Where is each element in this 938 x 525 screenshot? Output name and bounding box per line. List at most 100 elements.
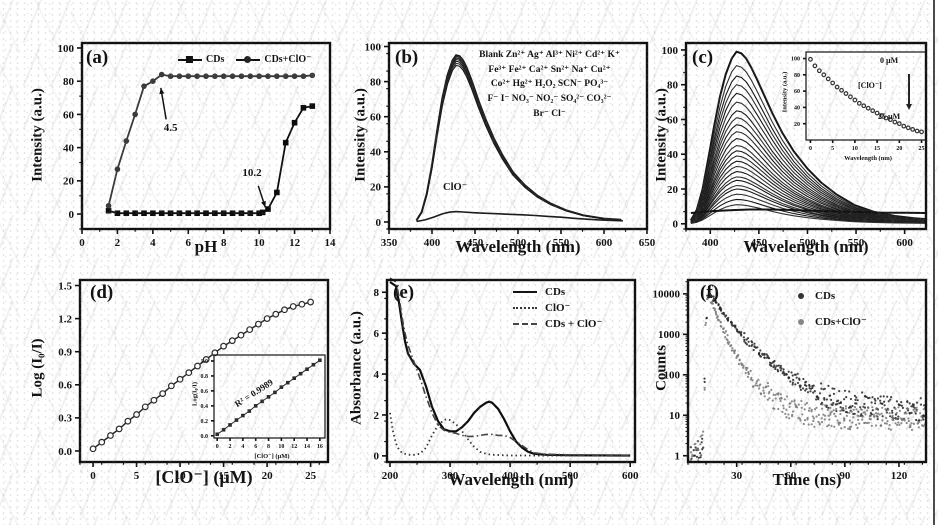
plot-frame <box>78 278 330 464</box>
x-tick-label: 500 <box>799 237 816 249</box>
panel-b-x-axis-label: Wavelength (nm) <box>455 237 581 256</box>
legend-item-cds: CDs <box>178 54 224 65</box>
legend-label-cds-plus-clo: CDs + ClO⁻ <box>545 318 603 330</box>
panel-f: 30 60 90 120 1 10 100 1000 10000 (f) Time (ns) C… <box>648 268 936 522</box>
legend-label-cds: CDs <box>815 290 836 302</box>
y-tick-label: 40 <box>794 106 800 112</box>
y-tick-label: 40 <box>63 142 75 154</box>
plot-frame <box>805 51 927 141</box>
y-tick-label: 20 <box>63 176 75 188</box>
y-tick-label: 40 <box>667 149 679 161</box>
panel-c-inset: 0 5 10 15 20 25 20 40 60 80 100 Wavelength (nm) In… <box>776 48 930 162</box>
x-tick-label: 10 <box>852 146 858 152</box>
series-ClO⁻ <box>389 412 631 457</box>
y-tick-label: 60 <box>63 109 75 121</box>
legend-item-cds-clo: CDs+ClO⁻ <box>798 315 867 328</box>
panel-f-x-axis-label: Time (ns) <box>772 470 842 489</box>
y-tick-label: 0.0 <box>201 434 209 440</box>
bundle-curve-6 <box>416 64 622 221</box>
panel-c-inset-plot: 0 5 10 15 20 25 20 40 60 80 100 <box>791 51 927 152</box>
panel-b-tag: (b) <box>395 47 419 68</box>
y-tick-label: 10000 <box>653 289 681 301</box>
panel-a-legend: CDs CDs+ClO⁻ <box>178 54 311 65</box>
y-tick-label: 1 <box>675 451 681 463</box>
x-tick-label: 12 <box>291 444 297 450</box>
panel-f-legend: CDs CDs+ClO⁻ <box>798 290 867 328</box>
y-tick-label: 0 <box>69 209 75 221</box>
panel-d-tag: (d) <box>90 282 114 303</box>
panel-b-ion-list: Blank Zn²⁺ Ag⁺ Al³⁺ Ni²⁺ Cd²⁺ K⁺ Fe³⁺ Fe… <box>447 48 652 122</box>
panel-e-y-axis-label: Absorbance (a.u.) <box>348 311 365 425</box>
x-tick-label: 120 <box>891 470 908 482</box>
y-tick-label: 10 <box>669 410 681 422</box>
x-tick-label: 2 <box>115 237 121 249</box>
y-tick-label: 1.2 <box>58 313 72 325</box>
panel-c-x-axis-label: Wavelength (nm) <box>743 237 869 256</box>
bundle-curve-3 <box>690 84 927 222</box>
panel-e: 200 300 400 500 600 0 2 4 6 8 (e) Wavelength (nm)… <box>345 268 660 522</box>
legend-label-cds: CDs <box>545 286 566 298</box>
y-tick-label: 8 <box>374 287 380 299</box>
solid-line-icon <box>513 291 537 293</box>
panel-a-tag: (a) <box>86 47 109 68</box>
ion-list-line-4: F⁻ I⁻ NO₃⁻ NO₂⁻ SO₄²⁻ CO₃²⁻ <box>487 94 612 105</box>
x-tick-label: 4 <box>150 237 156 249</box>
x-tick-label: 25 <box>919 146 925 152</box>
ion-list-line-5: Br⁻ Cl⁻ <box>533 108 566 119</box>
annotation-10.2: 10.2 <box>242 167 262 179</box>
panel-d-y-axis-label: Log (I₀/I) <box>29 338 46 398</box>
down-arrow-icon <box>905 74 912 110</box>
page-edge-line <box>933 0 935 525</box>
x-tick-label: 600 <box>596 237 613 249</box>
x-tick-label: 15 <box>874 146 880 152</box>
arrowhead-icon <box>159 87 165 95</box>
panel-c-tag: (c) <box>692 47 714 68</box>
y-tick-label: 80 <box>794 73 800 79</box>
bundle-curve-4 <box>690 92 927 222</box>
bundle-curve-11 <box>690 145 927 223</box>
x-tick-label: 60 <box>785 470 797 482</box>
legend-item-cds-clo: CDs+ClO⁻ <box>236 54 311 65</box>
bundle-curve-0 <box>690 50 927 221</box>
bundle-curve-18 <box>690 179 927 224</box>
x-tick-label: 500 <box>510 237 527 249</box>
y-tick-label: 1.0 <box>201 359 209 365</box>
y-tick-label: 0 <box>374 451 380 463</box>
y-tick-label: 100 <box>58 43 75 55</box>
x-tick-label: 10 <box>254 237 266 249</box>
panel-e-tag: (e) <box>393 282 415 303</box>
panel-c-y-axis-label: Intensity (a.u.) <box>653 88 670 182</box>
bundle-curve-13 <box>690 155 927 223</box>
x-tick-label: 14 <box>325 237 337 249</box>
y-tick-label: 100 <box>791 57 800 63</box>
legend-item-cds-plus-clo: CDs + ClO⁻ <box>513 317 602 330</box>
x-tick-label: 350 <box>381 237 398 249</box>
y-tick-label: 0.4 <box>201 404 209 410</box>
y-tick-label: 60 <box>794 89 800 95</box>
x-tick-label: 200 <box>382 470 399 482</box>
y-tick-label: 20 <box>794 122 800 128</box>
bundle-curve-9 <box>690 131 927 223</box>
x-tick-label: 10 <box>278 444 284 450</box>
legend-label-clo: ClO⁻ <box>545 302 571 314</box>
bundle-curve-22 <box>690 198 927 224</box>
x-tick-label: 25 <box>305 470 317 482</box>
x-tick-label: 400 <box>424 237 441 249</box>
x-tick-label: 650 <box>639 237 656 249</box>
ion-list-line-3: Co²⁺ Hg²⁺ H₂O₂ SCN⁻ PO₄³⁻ <box>490 79 609 90</box>
panel-b-y-axis-label: Intensity (a.u.) <box>352 88 369 182</box>
y-tick-label: 100 <box>365 41 382 53</box>
x-tick-label: 20 <box>262 470 274 482</box>
x-tick-label: 8 <box>221 237 227 249</box>
x-tick-label: 16 <box>317 444 323 450</box>
panel-d-inset: 0 2 4 6 8 10 12 14 16 0.0 0.2 0.4 0.6 0.8 1.0 [ClO⁻] (… <box>188 352 330 460</box>
panel-a: 4.5 10.2 0 2 4 6 8 10 12 14 0 20 40 60 80 100 (a) pH In… <box>10 15 340 262</box>
panel-d-x-axis-label: [ClO⁻] (µM) <box>155 467 253 487</box>
y-tick-label: 0 <box>673 219 679 231</box>
plot-frame <box>686 278 928 464</box>
x-tick-label: 500 <box>562 470 579 482</box>
series-CDs + ClO⁻ <box>389 277 631 457</box>
y-tick-label: 20 <box>667 184 679 196</box>
